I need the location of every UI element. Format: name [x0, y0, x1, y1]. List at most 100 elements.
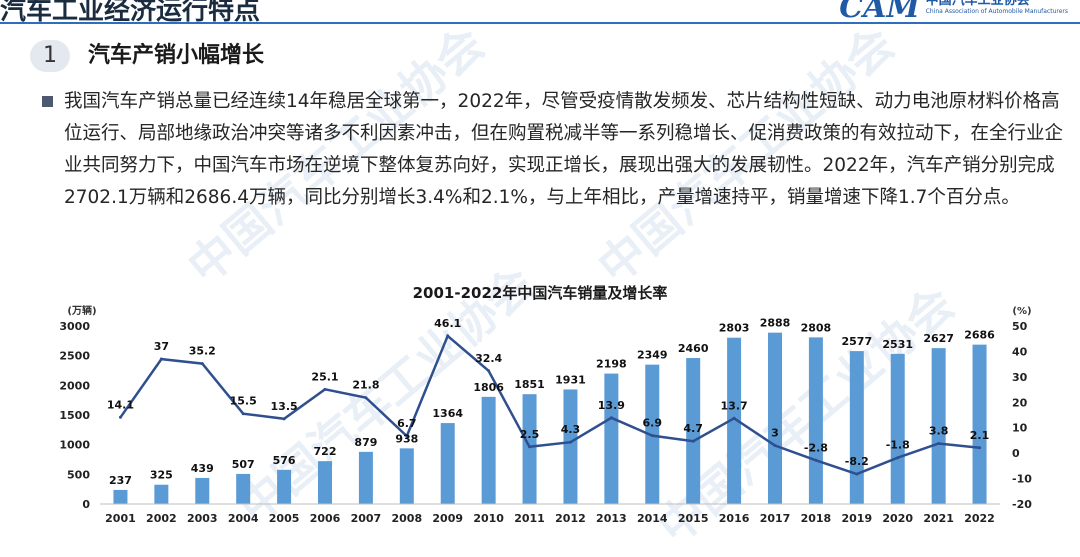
growth-rate-point [568, 440, 572, 444]
x-axis-tick-label: 2007 [351, 512, 382, 525]
right-axis-tick-label: 0 [1012, 447, 1020, 460]
page-title: 汽车工业经济运行特点 [0, 0, 261, 26]
growth-rate-point [323, 387, 327, 391]
growth-rate-label: 15.5 [230, 395, 257, 408]
x-axis-tick-label: 2015 [678, 512, 709, 525]
bar-value-label: 1364 [432, 407, 463, 420]
x-axis-tick-label: 2013 [596, 512, 627, 525]
growth-rate-point [937, 441, 941, 445]
growth-rate-point [118, 415, 122, 419]
x-axis-tick-label: 2004 [228, 512, 259, 525]
chart-title: 2001-2022年中国汽车销量及增长率 [413, 284, 668, 302]
growth-rate-line [119, 333, 980, 476]
right-axis-tick-label: 20 [1012, 396, 1028, 409]
growth-rate-label: -8.2 [845, 455, 869, 468]
growth-rate-point [282, 417, 286, 421]
growth-rate-point [732, 416, 736, 420]
sales-bar [358, 451, 373, 504]
x-axis-tick-label: 2016 [719, 512, 750, 525]
x-axis-tick-label: 2020 [882, 512, 913, 525]
growth-rate-label: 46.1 [434, 317, 461, 330]
sales-bar [113, 489, 128, 504]
left-axis-tick-label: 2500 [59, 350, 90, 363]
x-axis-tick-label: 2018 [801, 512, 832, 525]
x-axis-tick-label: 2005 [269, 512, 300, 525]
growth-rate-label: 6.9 [643, 417, 663, 430]
growth-rate-point [446, 334, 450, 338]
sales-bar [686, 358, 701, 504]
bar-value-label: 2349 [637, 349, 668, 362]
x-axis-tick-label: 2019 [842, 512, 873, 525]
growth-rate-point [200, 362, 204, 366]
x-axis-tick-label: 2017 [760, 512, 791, 525]
header-divider [0, 22, 1080, 24]
x-axis-tick-label: 2006 [310, 512, 341, 525]
sales-bar [768, 332, 782, 504]
logo: CAM 中国汽车工业协会 China Association of Automo… [839, 0, 1068, 25]
sales-bar [727, 337, 742, 504]
bar-value-label: 1851 [514, 378, 545, 391]
sales-bar [440, 423, 455, 504]
bar-value-label: 1931 [555, 373, 586, 386]
bar-value-label: 439 [191, 462, 214, 475]
x-axis-tick-label: 2009 [432, 512, 463, 525]
growth-rate-point [650, 434, 654, 438]
growth-rate-label: 13.5 [271, 400, 298, 413]
right-axis-tick-label: -20 [1012, 498, 1032, 511]
logo-name-en: China Association of Automobile Manufact… [925, 8, 1068, 15]
x-axis-tick-label: 2021 [923, 512, 954, 525]
growth-rate-point [241, 412, 245, 416]
x-axis-tick-label: 2010 [473, 512, 504, 525]
sales-bar [318, 461, 332, 504]
sales-bar [890, 353, 905, 504]
growth-rate-label: 21.8 [352, 379, 379, 392]
growth-rate-point [364, 396, 368, 400]
growth-rate-point [773, 444, 777, 448]
bar-value-label: 722 [314, 445, 337, 458]
growth-rate-label: 35.2 [189, 345, 216, 358]
growth-rate-label: -2.8 [804, 441, 828, 454]
sales-bar [604, 373, 619, 504]
bar-value-label: 1806 [473, 381, 504, 394]
growth-rate-label: 14.1 [107, 398, 134, 411]
growth-rate-label: 4.3 [561, 423, 581, 436]
left-axis-tick-label: 0 [82, 498, 90, 511]
growth-rate-label: 3.8 [929, 424, 949, 437]
right-axis-tick-label: 50 [1012, 320, 1028, 333]
sales-bar [399, 448, 414, 504]
bar-value-label: 938 [395, 432, 418, 445]
growth-rate-point [814, 458, 818, 462]
bar-value-label: 325 [150, 469, 173, 482]
right-axis-tick-label: 30 [1012, 371, 1028, 384]
sales-bar [522, 394, 537, 504]
x-axis-tick-label: 2011 [514, 512, 545, 525]
left-axis-tick-label: 2000 [59, 379, 90, 392]
x-axis-tick-label: 2001 [105, 512, 136, 525]
growth-rate-label: 2.1 [970, 429, 990, 442]
x-axis-tick-label: 2014 [637, 512, 668, 525]
bar-value-label: 576 [273, 454, 296, 467]
growth-rate-label: 25.1 [311, 370, 338, 383]
bar-value-label: 2686 [964, 329, 995, 342]
growth-rate-label: 32.4 [475, 352, 502, 365]
bar-value-label: 2531 [882, 338, 913, 351]
sales-bar [931, 348, 946, 504]
section-title: 汽车产销小幅增长 [88, 43, 265, 68]
growth-rate-point [978, 446, 982, 450]
growth-rate-point [855, 472, 859, 476]
growth-rate-point [159, 357, 163, 361]
growth-rate-point [691, 439, 695, 443]
right-axis-unit: (%) [1012, 306, 1031, 317]
growth-rate-point [896, 456, 900, 460]
growth-rate-label: 6.7 [397, 417, 417, 430]
x-axis-tick-label: 2002 [146, 512, 177, 525]
bar-value-label: 2888 [760, 317, 791, 330]
sales-bar [195, 477, 210, 504]
growth-rate-label: -1.8 [886, 439, 910, 452]
bar-value-label: 507 [232, 458, 255, 471]
left-axis-tick-label: 500 [67, 468, 90, 481]
logo-mark: CAM [839, 0, 920, 25]
x-axis-tick-label: 2008 [392, 512, 423, 525]
left-axis-tick-label: 1500 [59, 409, 90, 422]
bar-value-label: 879 [354, 436, 377, 449]
